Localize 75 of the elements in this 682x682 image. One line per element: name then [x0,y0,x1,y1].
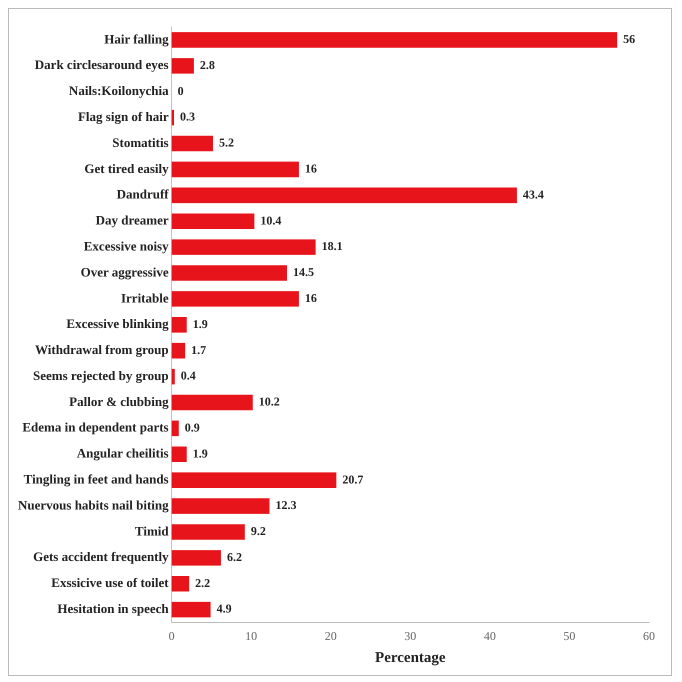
bar [172,188,517,204]
bar [172,317,187,333]
y-tick-label: Seems rejected by group [32,368,169,383]
y-tick-label: Over aggressive [80,264,169,280]
y-tick-label: Day dreamer [96,212,169,228]
x-tick-label: 0 [168,628,175,643]
y-tick-label: Withdrawal from group [35,342,169,358]
y-tick-label: Angular cheilitis [76,446,169,461]
data-label: 5.2 [218,136,234,150]
y-tick-label: Irritable [120,290,169,306]
bar [172,291,299,307]
data-label: 14.5 [292,265,314,280]
x-tick-label: 20 [324,628,337,643]
data-label: 6.2 [226,550,242,564]
y-tick-label: Gets accident frequently [33,549,170,564]
bar [172,342,186,358]
bar [172,136,213,152]
bar [172,32,618,48]
y-tick-label: Exssicive use of toilet [51,575,170,590]
bar [172,472,336,488]
data-label: 10.2 [258,394,280,409]
y-tick-label: Dandruff [116,186,170,202]
data-label: 10.4 [260,213,282,228]
data-label: 18.1 [322,239,343,254]
y-tick-label: Excessive noisy [84,238,170,254]
bar [172,524,245,540]
bar [172,265,287,281]
data-label: 0.4 [180,368,196,383]
data-label: 1.7 [191,342,206,357]
data-label: 1.9 [192,446,208,460]
bar [172,394,253,410]
y-tick-label: Nails:Koilonychia [68,83,170,98]
data-label: 2.2 [195,576,210,590]
bar [172,420,179,436]
y-tick-label: Hesitation in speech [57,601,170,616]
bar [172,58,194,74]
data-label: 4.9 [216,602,232,616]
bar [172,368,175,384]
x-tick-label: 60 [643,628,655,643]
bar [172,213,254,229]
data-label: 43.4 [522,187,544,202]
data-label: 56 [623,32,636,46]
data-label: 1.9 [192,316,208,331]
y-tick-label: Tingling in feet and hands [24,472,169,487]
bar [172,446,187,462]
x-tick-label: 50 [563,628,576,643]
y-tick-label: Edema in dependent parts [22,420,169,435]
x-tick-label: 40 [484,628,496,643]
y-tick-label: Pallor & clubbing [69,394,170,409]
bar [172,550,221,566]
bar [172,239,316,255]
bar [172,576,190,592]
y-tick-label: Flag sign of hair [78,108,169,124]
data-label: 16 [304,162,317,176]
data-label: 16 [304,291,317,305]
y-tick-label: Nuervous habits nail biting [18,497,170,512]
bar [172,602,211,618]
y-tick-label: Get tired easily [84,160,170,176]
bar [172,162,299,178]
data-label: 0.9 [184,420,200,434]
y-tick-label: Excessive blinking [66,316,170,332]
data-label: 0.3 [180,110,196,124]
y-tick-label: Hair falling [104,31,170,46]
data-label: 20.7 [342,472,364,486]
y-tick-label: Timid [134,523,170,538]
data-label: 0 [178,84,184,98]
x-axis-title: Percentage [375,650,446,666]
bar [172,498,270,514]
data-label: 2.8 [200,58,215,72]
x-tick-label: 10 [245,628,258,643]
y-tick-label: Dark circlesaround eyes [34,57,169,72]
x-tick-label: 30 [404,628,416,643]
data-label: 12.3 [275,498,296,512]
y-tick-label: Stomatitis [112,134,169,150]
data-label: 9.2 [250,524,266,538]
